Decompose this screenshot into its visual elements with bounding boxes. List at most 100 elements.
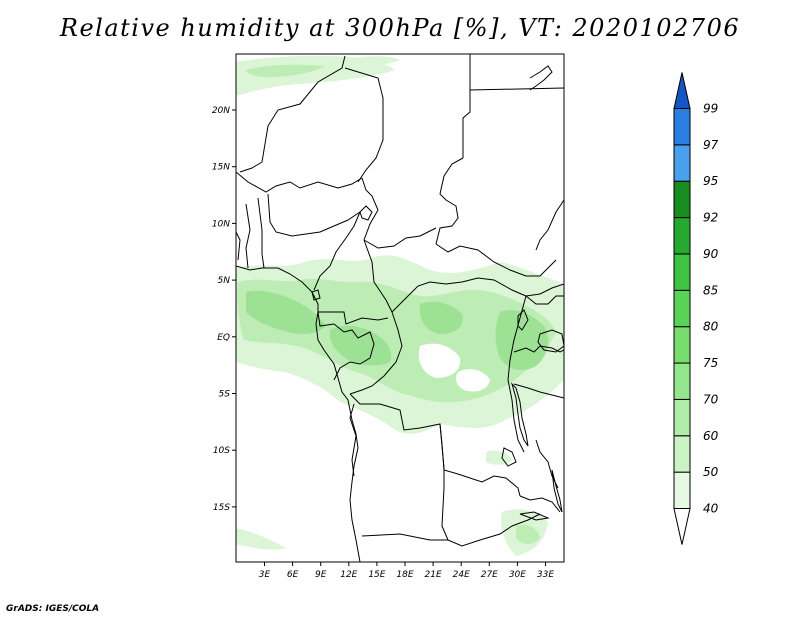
lake-chad: [359, 205, 373, 221]
island-bioko: [311, 289, 321, 301]
border-libya-south: [344, 67, 384, 183]
humidity-area-south-patch: [486, 450, 512, 465]
lat-tick-label: 5S: [219, 390, 231, 400]
lake-victoria: [537, 329, 564, 353]
colorbar-max-arrow: [673, 72, 691, 109]
lon-tick-label: 21E: [425, 570, 442, 580]
border-chad-sudan: [435, 157, 464, 245]
latitude-axis: 20N 15N 10N 5N EQ 5S 10S 15S: [212, 106, 236, 513]
colorbar: 40 50 60 70 75 80 85 90 92 95 97 99: [673, 72, 719, 545]
lat-tick-label: 15N: [212, 163, 230, 173]
border-egypt-sudan: [469, 87, 564, 91]
border-niger-north: [236, 171, 363, 193]
border-sudan-east: [535, 199, 564, 251]
lake-albert: [517, 309, 529, 331]
colorbar-label: 70: [703, 392, 719, 406]
humidity-area-north-core: [245, 64, 325, 78]
border-egypt-west: [462, 54, 471, 158]
border-benin: [257, 197, 265, 269]
colorbar-label: 90: [703, 247, 719, 261]
border-ssudan-east: [525, 283, 564, 297]
border-angola-zambia: [439, 423, 449, 541]
colorbar-label: 85: [703, 283, 718, 297]
colorbar-segment: [673, 362, 691, 400]
colorbar-segment: [673, 108, 691, 146]
grads-credit: GrADS: IGES/COLA: [6, 604, 100, 614]
lon-tick-label: 24E: [453, 570, 470, 580]
colorbar-segment: [673, 398, 691, 437]
humidity-area-central-core: [419, 301, 463, 334]
humidity-area-congo-core: [329, 325, 392, 366]
border-ghana: [236, 231, 241, 261]
colorbar-segment: [673, 144, 691, 182]
lon-tick-label: 30E: [509, 570, 526, 580]
map-frame: [235, 53, 565, 563]
colorbar-label: 80: [703, 320, 719, 334]
colorbar-segment: [673, 435, 691, 473]
colorbar-label: 75: [703, 356, 718, 370]
border-sudan-ssudan: [435, 243, 557, 277]
border-congo-drc: [349, 311, 403, 395]
colorbar-segment: [673, 471, 691, 509]
border-togo: [245, 203, 251, 269]
lon-tick-label: 15E: [368, 570, 385, 580]
border-gabon-congo: [333, 323, 375, 381]
colorbar-min-arrow: [673, 508, 691, 545]
humidity-area-southwest: [236, 528, 286, 550]
border-niger-chad: [361, 177, 379, 241]
border-namibia: [361, 533, 481, 547]
humidity-gap: [418, 343, 461, 378]
humidity-area-north-east: [355, 56, 400, 66]
border-libya-west: [239, 55, 346, 173]
colorbar-segment: [673, 180, 691, 219]
border-cameroon-car: [363, 239, 393, 313]
border-tanzania: [513, 383, 564, 399]
lon-tick-label: 9E: [315, 570, 327, 580]
lon-tick-label: 27E: [481, 570, 498, 580]
colorbar-segment: [673, 289, 691, 328]
border-zambia-east: [519, 495, 561, 513]
lon-tick-label: 6E: [287, 570, 299, 580]
colorbar-segment: [673, 217, 691, 255]
colorbar-segment: [673, 326, 691, 364]
lake-tanganyika: [510, 382, 529, 447]
border-uganda: [525, 295, 564, 305]
lat-tick-label: EQ: [217, 333, 230, 343]
country-borders: [236, 54, 564, 562]
colorbar-label: 40: [703, 502, 719, 516]
border-rwanda: [513, 345, 564, 353]
longitude-axis: 3E 6E 9E 12E 15E 18E 21E 24E 27E 30E 33E: [259, 562, 554, 580]
lat-tick-label: 20N: [212, 106, 230, 116]
lake-kariba: [519, 511, 550, 521]
border-nigeria-cameroon: [313, 211, 361, 291]
lat-tick-label: 10S: [213, 446, 230, 456]
chart-title: Relative humidity at 300hPa [%], VT: 202…: [59, 14, 741, 42]
humidity-area-southeast-core: [516, 524, 540, 544]
colorbar-label: 92: [703, 211, 718, 225]
colorbar-label: 99: [703, 102, 718, 116]
border-nigeria-north: [267, 193, 361, 237]
lat-tick-label: 5N: [218, 276, 231, 286]
border-gabon-north: [318, 311, 389, 325]
lake-mweru: [501, 447, 517, 467]
colorbar-label: 95: [703, 174, 718, 188]
humidity-gap-2: [456, 369, 490, 392]
lake-malawi: [551, 469, 563, 513]
colorbar-label: 97: [703, 138, 719, 152]
crete-coast: [529, 65, 553, 91]
coastline-gulf-of-guinea: [236, 265, 361, 562]
humidity-area-east-core: [495, 309, 549, 371]
border-chad-car: [363, 227, 437, 249]
humidity-area-equatorial-core: [246, 290, 326, 334]
humidity-field: [236, 55, 564, 556]
border-eq-guinea: [317, 311, 335, 327]
colorbar-segment: [673, 253, 691, 291]
colorbar-label: 50: [703, 465, 719, 479]
colorbar-label: 60: [703, 429, 719, 443]
lat-tick-label: 15S: [213, 503, 230, 513]
lon-tick-label: 18E: [396, 570, 413, 580]
lon-tick-label: 33E: [537, 570, 554, 580]
lon-tick-label: 12E: [340, 570, 357, 580]
lat-tick-label: 10N: [212, 219, 230, 229]
